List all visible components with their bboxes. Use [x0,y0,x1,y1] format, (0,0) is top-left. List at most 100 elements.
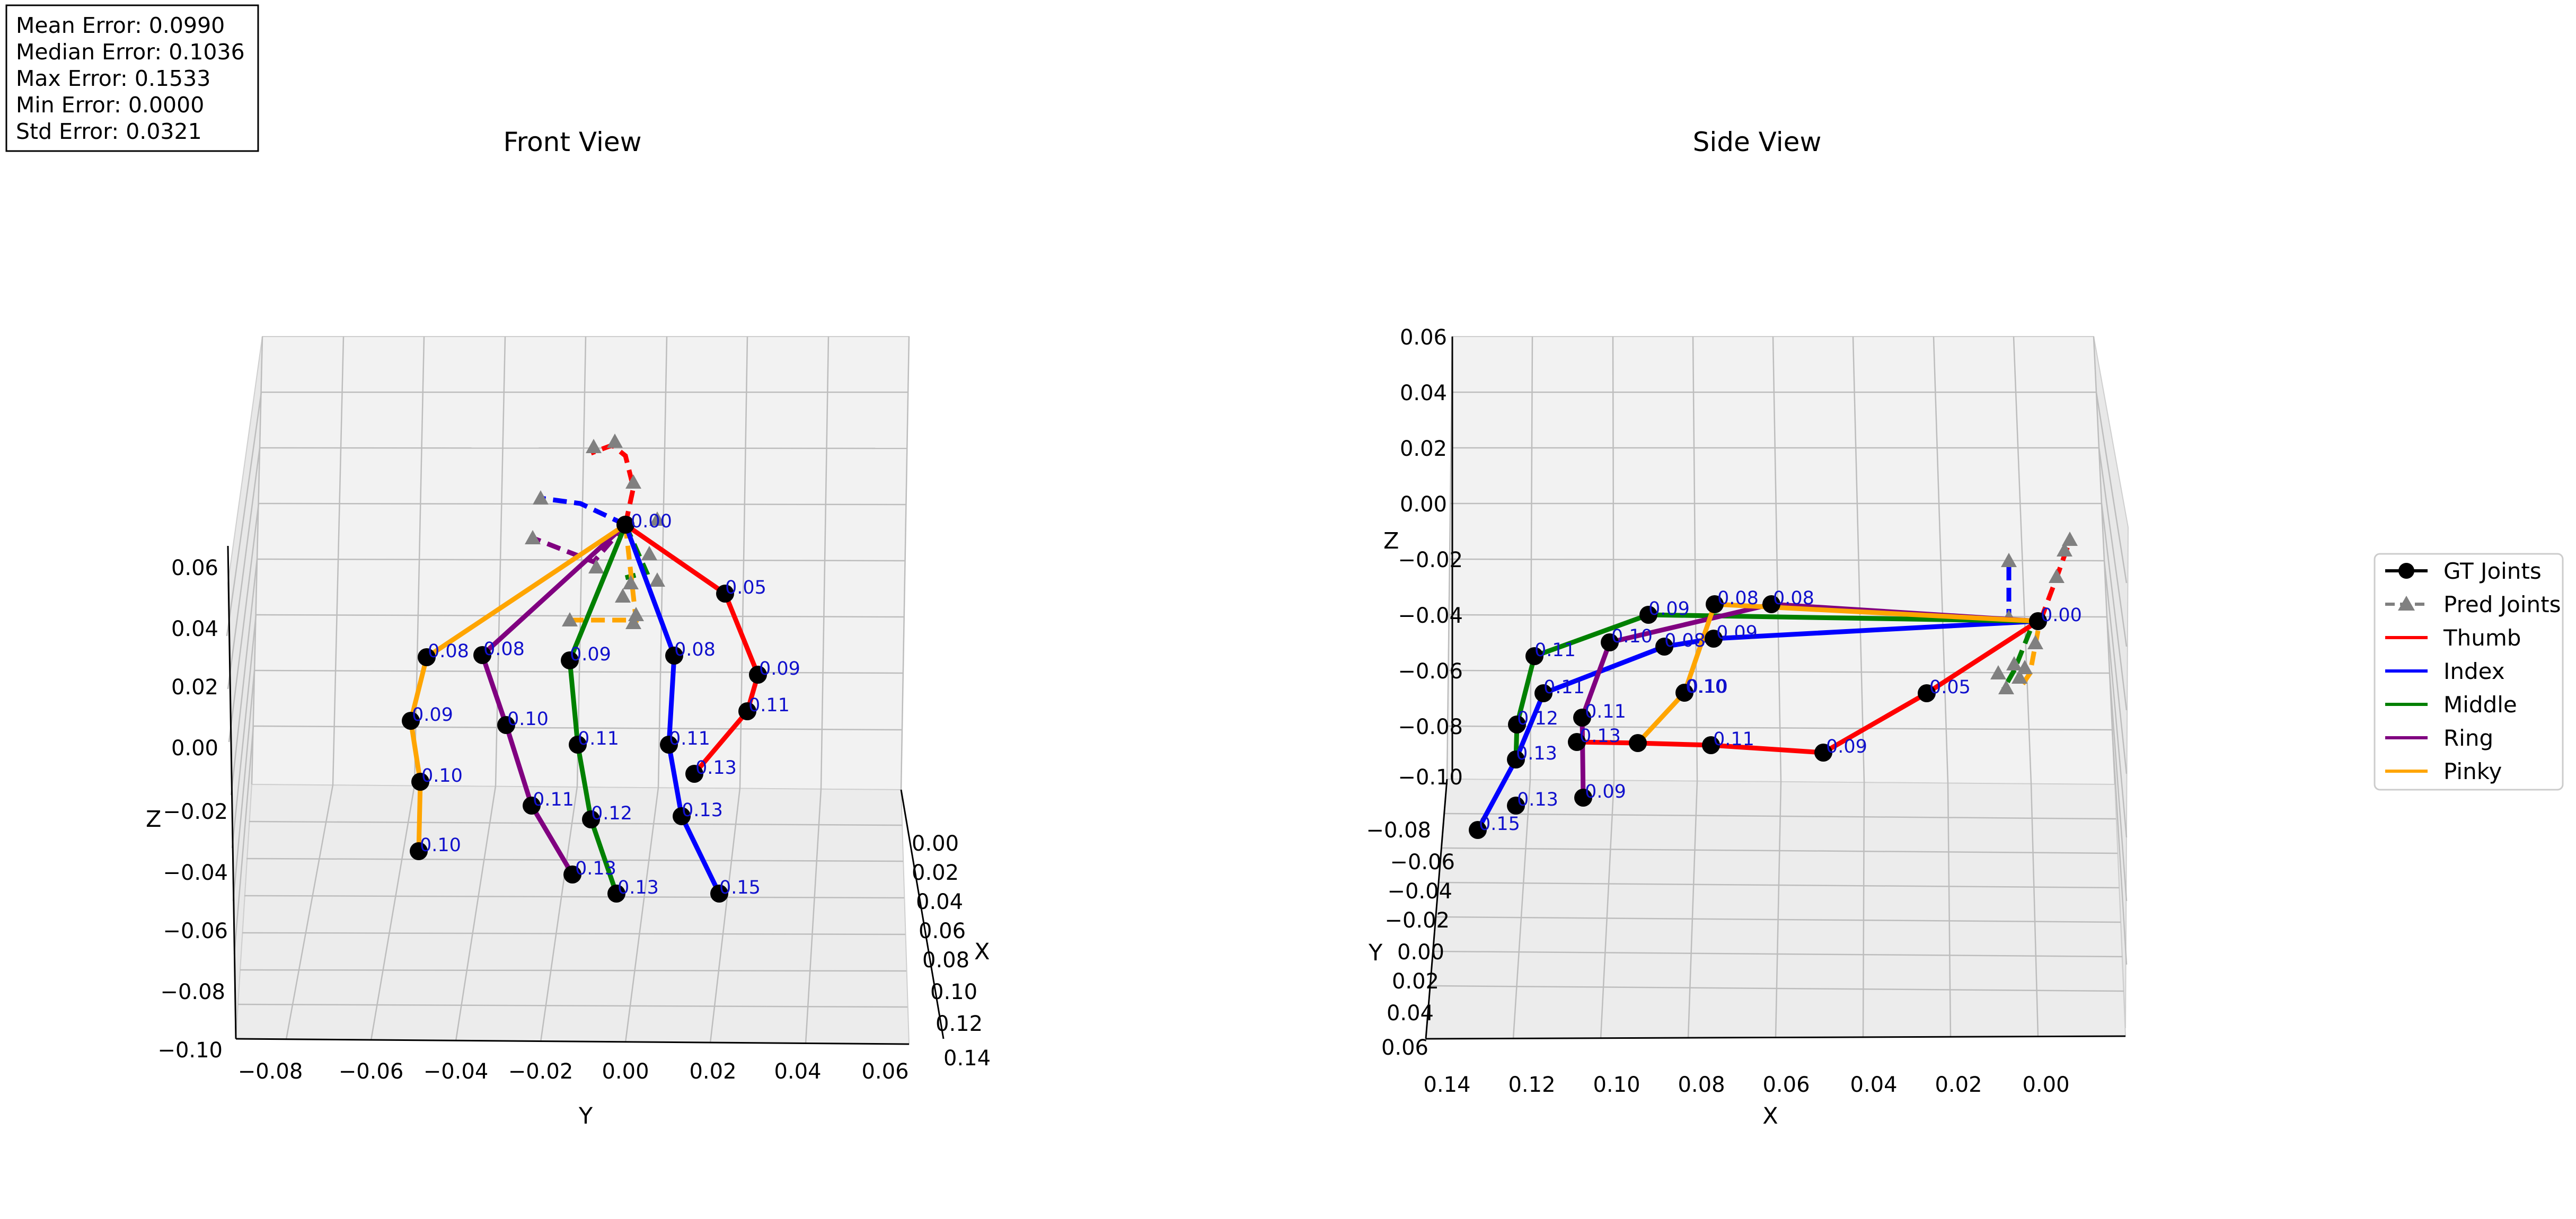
gt-joint-thumb [1918,684,1936,702]
gt-joint-middle [1639,606,1657,624]
error-label: 0.13 [682,800,723,821]
error-label: 0.13 [1517,789,1558,810]
legend-label: Index [2443,658,2505,684]
pred-joint-marker [2062,532,2078,546]
error-label: 0.05 [1929,677,1971,698]
side-x-tick: 0.06 [1762,1073,1810,1097]
side-z-axis-label: Z [1383,528,1399,554]
gt-joint-thumb [1702,736,1720,754]
front-z-tick: −0.02 [163,800,228,824]
gt-joint-pinky [1762,595,1780,613]
error-label: 0.05 [725,577,766,598]
error-label: 0.11 [748,695,790,716]
error-label: 0.09 [570,644,611,665]
legend-label: Pinky [2443,758,2502,784]
error-label: 0.08 [483,639,525,660]
error-label: 0.00 [631,511,672,532]
stat-max-error: Max Error: 0.1533 [16,66,210,91]
pred-joint-marker [649,572,665,587]
legend-label: Pred Joints [2443,591,2561,617]
front-y-tick: 0.02 [689,1059,736,1084]
legend-label: Middle [2443,692,2517,718]
side-z-tick: 0.06 [1400,325,1447,350]
error-label: 0.08 [1773,588,1814,609]
front-view-panel: Front View [146,127,991,1129]
stat-median-error: Median Error: 0.1036 [16,39,245,65]
gt-joint-index [660,736,678,754]
front-z-tick: −0.08 [160,980,225,1004]
front-error-labels: 0.00 0.05 0.09 0.11 0.13 0.08 0.11 0.13 … [412,511,800,898]
front-y-tick: 0.04 [774,1059,821,1084]
front-z-tick: 0.02 [171,675,218,700]
side-view-title: Side View [1693,127,1822,157]
front-y-tick: −0.08 [238,1059,303,1084]
gt-joint-middle [569,736,587,754]
front-z-tick: 0.06 [171,556,218,580]
side-x-tick: 0.12 [1508,1073,1555,1097]
error-label: 0.08 [1664,630,1706,651]
gt-joint-ring [473,646,491,664]
gt-joint-ring [523,797,541,815]
error-label: 0.10 [1611,626,1653,647]
legend-item-middle: Middle [2385,692,2517,718]
gt-joint-index [710,885,728,903]
side-x-tick: 0.04 [1850,1073,1897,1097]
error-label: 0.13 [1516,743,1557,764]
gt-joint-thumb [1814,744,1832,762]
gt-joint-thumb [749,666,767,684]
gt-joint-middle [561,651,579,669]
front-x-ticks: 0.00 0.02 0.04 0.06 0.08 0.10 0.12 0.14 … [912,832,991,1071]
front-y-tick: −0.02 [508,1059,574,1084]
gt-joint-ring [563,865,581,884]
side-x-tick: 0.14 [1423,1073,1470,1097]
pred-joint-marker [625,474,641,489]
side-y-tick: 0.00 [1397,940,1444,965]
side-x-tick: 0.02 [1935,1073,1982,1097]
pred-joint-marker [2006,656,2022,670]
gt-joint-pinky [1706,595,1724,613]
front-x-axis-label: X [974,939,990,965]
error-label: 0.08 [674,639,716,660]
gt-joint-middle [1525,647,1543,665]
side-gt-joints [1469,595,2047,839]
error-label: 0.09 [412,704,453,726]
pred-joint-marker [562,612,578,626]
error-label: 0.13 [617,877,659,898]
error-label: 0.13 [695,757,737,779]
stat-std-error: Std Error: 0.0321 [16,119,202,144]
error-label: 0.09 [1826,736,1867,757]
pred-joint-marker [2001,553,2017,567]
legend-item-thumb: Thumb [2385,625,2521,651]
side-y-tick: −0.02 [1384,908,1450,933]
error-label: 0.10 [1687,676,1728,697]
front-y-tick: −0.04 [424,1059,489,1084]
gt-joint-index [1705,630,1723,648]
pred-joint-marker [586,439,602,453]
error-label: 0.13 [575,858,616,879]
front-view-title: Front View [503,127,641,157]
pred-joint-marker [2057,542,2072,556]
gt-joint-pinky [418,648,436,666]
front-y-axis-label: Y [578,1103,593,1129]
pred-joint-marker [2049,569,2065,583]
side-z-tick: −0.06 [1398,659,1463,684]
front-pred-joints [525,434,665,629]
error-label: 0.10 [1686,676,1727,697]
gt-joint-thumb [716,585,734,603]
error-label: 0.09 [1585,781,1626,802]
side-error-labels: 0.00 0.05 0.09 0.11 0.10 0.08 0.09 0.11 … [1479,588,2082,835]
gt-joint-index [673,807,691,825]
gt-joint-index [1534,684,1552,702]
pred-joint-marker [2017,660,2033,674]
error-label: 0.10 [421,765,463,787]
side-x-tick: 0.00 [2022,1073,2069,1097]
gt-joint-pinky [411,773,429,791]
pred-joint-marker [615,588,631,603]
side-y-tick: 0.04 [1387,1001,1434,1026]
error-label: 0.00 [2041,605,2082,626]
gt-joint-thumb [685,765,703,783]
gt-joint-ring [1574,789,1592,807]
side-y-tick: −0.08 [1366,818,1431,843]
gt-joint-middle [1508,716,1526,734]
error-label: 0.11 [1543,677,1585,698]
